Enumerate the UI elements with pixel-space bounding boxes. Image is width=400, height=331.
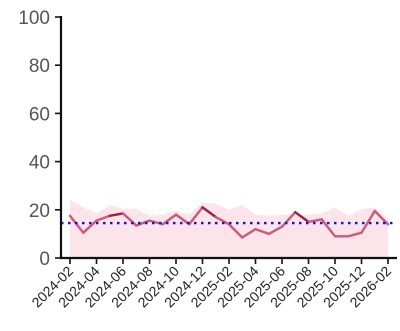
y-axis-ticks: 0 20 40 60 80 100 <box>18 8 61 270</box>
series-line-segment <box>95 214 111 222</box>
confidence-band <box>70 200 388 258</box>
series-line-segment <box>241 227 257 239</box>
series-line-segment <box>360 209 376 234</box>
x-axis-ticks: 2024-022024-042024-062024-082024-102024-… <box>28 258 394 310</box>
series-line-segment <box>161 213 178 226</box>
series-line-segment <box>68 214 85 234</box>
series-line-segment <box>307 218 323 224</box>
series-line-segment <box>320 218 337 238</box>
series-line-segment <box>373 209 390 226</box>
series-line-segment <box>294 211 310 224</box>
series-line-segment <box>188 206 204 226</box>
series-line-segment <box>214 215 231 226</box>
series-line-layer <box>68 206 390 239</box>
y-tick-label: 80 <box>29 56 50 77</box>
y-tick-label: 20 <box>29 201 50 222</box>
series-line-segment <box>108 212 125 218</box>
y-tick-label: 40 <box>29 153 50 174</box>
series-line-segment <box>201 206 217 219</box>
series-line-segment <box>267 225 284 236</box>
series-line-segment <box>121 212 138 227</box>
series-line-segment <box>280 211 297 228</box>
series-line-segment <box>82 219 98 234</box>
series-line-segment <box>254 227 270 236</box>
y-tick-label: 60 <box>29 104 50 125</box>
series-line-segment <box>347 231 363 238</box>
series-line-segment <box>227 223 244 239</box>
series-line-segment <box>135 219 151 227</box>
confidence-band-layer <box>70 200 388 258</box>
y-tick-label: 100 <box>18 8 50 29</box>
y-tick-label: 0 <box>39 249 50 270</box>
